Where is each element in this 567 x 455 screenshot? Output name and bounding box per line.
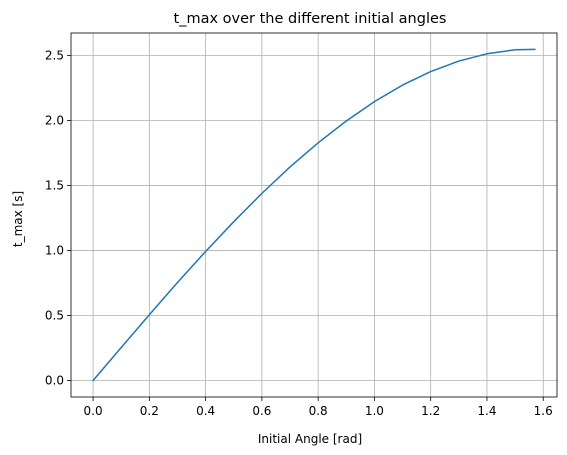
x-tick-label: 0.0 (84, 404, 103, 418)
x-tick-label: 1.6 (534, 404, 553, 418)
grid (71, 33, 557, 397)
y-tick-label: 2.5 (45, 49, 64, 63)
ticks: 0.0 0.2 0.4 0.6 0.8 1.0 1.2 1.4 1.6 0.0 0.5 1.0 1.5 2… (45, 49, 553, 418)
x-tick-label: 0.6 (252, 404, 271, 418)
chart-title: t_max over the different initial angles (174, 11, 447, 27)
x-tick-label: 0.2 (140, 404, 159, 418)
x-tick-label: 0.8 (309, 404, 328, 418)
x-tick-label: 1.4 (477, 404, 496, 418)
y-tick-label: 2.0 (45, 114, 64, 128)
x-tick-label: 1.0 (365, 404, 384, 418)
x-tick-label: 0.4 (196, 404, 215, 418)
x-tick-label: 1.2 (421, 404, 440, 418)
y-tick-label: 1.5 (45, 179, 64, 193)
y-tick-label: 0.5 (45, 309, 64, 323)
y-tick-label: 0.0 (45, 373, 64, 387)
y-axis-title: t_max [s] (11, 191, 25, 247)
plot-frame (70, 32, 558, 398)
series-layer (92, 48, 536, 382)
x-axis-title: Initial Angle [rad] (258, 432, 362, 446)
series-line (92, 48, 536, 382)
y-tick-label: 1.0 (45, 244, 64, 258)
